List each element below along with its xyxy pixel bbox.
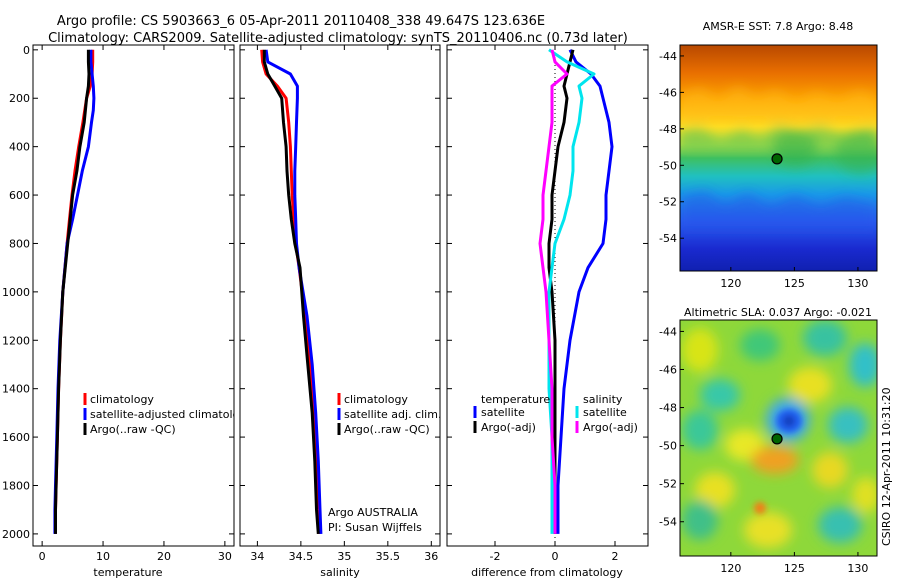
y-tick-label: 600 [9,189,30,202]
temperature-axes-box [32,44,235,547]
x-tick-label: 20 [157,550,171,563]
map-y-tick-label: -50 [659,159,677,172]
sla-map-ticks: 120 125 130 -44 -46 -48 -50 -52 -54 [659,325,868,575]
sla-eddy [754,409,802,514]
y-tick-label: 800 [9,237,30,250]
sst-map-ticks: 120 125 130 -44 -46 -48 -50 -52 -54 [659,50,868,290]
map-y-tick-label: -54 [659,232,677,245]
series-line-salinity-argo-adj- [538,49,569,534]
sst-map-panel: AMSR-E SST: 7.8 Argo: 8.48 120 125 130 -44 -… [659,20,878,290]
y-tick-label: 2000 [2,528,30,541]
difference-xlabel: difference from climatology [471,566,623,579]
map-y-tick-label: -52 [659,478,677,491]
pi-annotation: PI: Susan Wijffels [328,521,422,534]
map-y-tick-label: -50 [659,440,677,453]
sla-map-panel: Altimetric SLA: 0.037 Argo: -0.021 [659,306,878,575]
sst-heatmap [680,45,877,271]
series-line-argo-raw-qc- [262,49,320,535]
map-y-tick-label: -44 [659,50,677,63]
series-line-satellite-adj-clim- [264,49,323,534]
map-y-tick-label: -52 [659,196,677,209]
y-tick-label: 1000 [2,286,30,299]
y-tick-label: 1200 [2,334,30,347]
series-line-salinity-satellite [547,48,596,534]
map-x-tick-label: 120 [720,277,741,290]
legend-title-salinity: salinity [583,393,623,406]
legend-climatology: climatology [90,393,154,406]
x-tick-label: 0 [552,550,559,563]
x-tick-label: -2 [490,550,501,563]
x-tick-label: 35 [337,550,351,563]
y-tick-label: 1400 [2,383,30,396]
map-y-tick-label: -48 [659,123,677,136]
legend-satellite-adjusted: satellite-adjusted climatolog [90,408,246,421]
argo-program-annotation: Argo AUSTRALIA [328,506,418,519]
temperature-series [53,49,96,534]
map-x-tick-label: 125 [784,277,805,290]
argo-location-marker [771,153,783,165]
legend-sal-satellite: satellite [583,406,627,419]
legend-argo: Argo(..raw -QC) [90,423,176,436]
difference-panel: -2 0 2 difference from climatology tempera… [446,44,649,579]
sst-texture [680,86,877,230]
difference-series [538,48,614,534]
sla-heatmap [680,320,877,556]
temperature-panel: 0 10 20 30 0 200 400 600 800 1000 1200 1400 1600 1800… [2,44,246,579]
map-x-tick-label: 130 [847,277,868,290]
figure-title-line1: Argo profile: CS 5903663_6 05-Apr-2011 2… [57,14,545,29]
legend-sal-argo: Argo(-adj) [583,421,638,434]
x-tick-label: 36 [424,550,438,563]
series-line-temperature-argo-adj- [547,49,575,534]
series-line-argo-raw-qc- [54,49,91,534]
difference-ticks: -2 0 2 [447,45,648,563]
argo-location-marker [771,433,783,445]
salinity-xlabel: salinity [320,566,360,579]
legend-argo: Argo(..raw -QC) [344,423,430,436]
temperature-legend: climatology satellite-adjusted climatolo… [83,393,246,436]
difference-legend: temperature salinity satellite Argo(-adj… [473,393,638,434]
map-x-tick-label: 120 [720,562,741,575]
sla-map-title: Altimetric SLA: 0.037 Argo: -0.021 [684,306,872,319]
legend-climatology: climatology [344,393,408,406]
map-x-tick-label: 130 [847,562,868,575]
x-tick-label: 0 [39,550,46,563]
x-tick-label: 2 [612,550,619,563]
salinity-legend: climatology satellite adj. clim. Argo(..… [337,393,441,436]
y-tick-label: 1600 [2,431,30,444]
x-tick-label: 35.5 [376,550,401,563]
salinity-axes-box [239,44,441,547]
salinity-ticks: 34 34.5 35 35.5 36 [240,45,440,563]
map-y-tick-label: -46 [659,86,677,99]
map-y-tick-label: -54 [659,516,677,529]
y-tick-label: 1800 [2,479,30,492]
temperature-ticks: 0 10 20 30 0 200 400 600 800 1000 1200 1400 1600 1800… [2,44,234,563]
legend-title-temperature: temperature [481,393,550,406]
sla-axes-box [679,319,878,557]
legend-temp-satellite: satellite [481,406,525,419]
series-line-temperature-satellite [556,49,614,534]
legend-satellite-adj: satellite adj. clim. [344,408,441,421]
x-tick-label: 30 [218,550,232,563]
map-y-tick-label: -44 [659,325,677,338]
x-tick-label: 34.5 [289,550,314,563]
salinity-panel: 34 34.5 35 35.5 36 salinity climatology sate… [239,44,441,579]
sst-map-title: AMSR-E SST: 7.8 Argo: 8.48 [703,20,854,33]
figure-title-line2: Climatology: CARS2009. Satellite-adjuste… [48,31,628,46]
salinity-series [260,49,323,535]
sst-axes-box [679,44,878,272]
legend-temp-argo: Argo(-adj) [481,421,536,434]
map-y-tick-label: -48 [659,402,677,415]
csiro-timestamp: CSIRO 12-Apr-2011 10:31:20 [880,387,893,546]
x-tick-label: 10 [96,550,110,563]
y-tick-label: 200 [9,92,30,105]
x-tick-label: 34 [250,550,264,563]
y-tick-label: 400 [9,141,30,154]
map-y-tick-label: -46 [659,363,677,376]
temperature-xlabel: temperature [93,566,162,579]
y-tick-label: 0 [23,44,30,57]
map-x-tick-label: 125 [784,562,805,575]
